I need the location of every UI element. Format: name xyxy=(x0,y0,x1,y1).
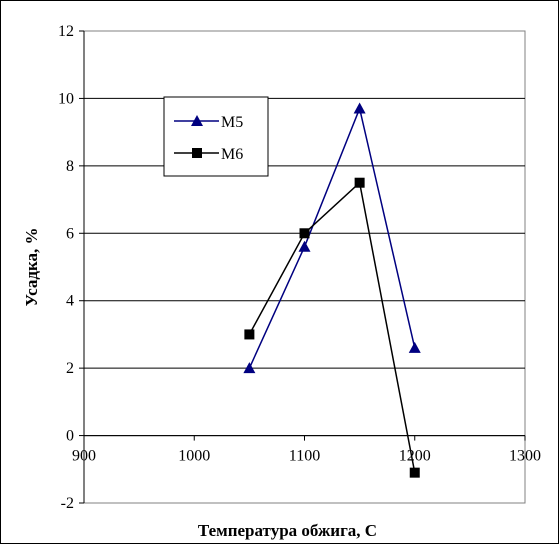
series-line xyxy=(248,106,416,369)
series-group xyxy=(243,102,421,478)
marker-square xyxy=(299,228,310,239)
x-tick-label: 900 xyxy=(72,448,96,465)
marker-triangle xyxy=(408,341,421,353)
marker-square xyxy=(244,329,255,340)
legend-box xyxy=(163,96,269,177)
y-tick-label: 8 xyxy=(66,158,74,175)
series-line xyxy=(248,181,416,473)
y-tick-label: -2 xyxy=(61,495,74,512)
marker-triangle xyxy=(353,102,366,114)
marker-triangle xyxy=(298,240,311,252)
y-tick-label: 10 xyxy=(58,90,74,107)
x-tick-labels: 900 1000 1100 1200 1300 xyxy=(72,448,541,465)
y-tick-label: 12 xyxy=(58,23,74,40)
axes xyxy=(79,30,526,504)
y-tick-label: 4 xyxy=(66,293,74,310)
y-tick-label: 2 xyxy=(66,360,74,377)
x-tick-label: 1300 xyxy=(509,448,541,465)
y-axis-title: Усадка, % xyxy=(22,227,41,306)
x-axis-title: Температура обжига, С xyxy=(198,521,377,540)
legend-label: M5 xyxy=(221,114,243,131)
x-tick-label: 1000 xyxy=(178,448,210,465)
legend-label: M6 xyxy=(221,146,243,163)
y-tick-label: 6 xyxy=(66,225,74,242)
plot-area xyxy=(83,30,526,504)
marker-square xyxy=(192,148,202,158)
x-tick-label: 1200 xyxy=(399,448,431,465)
marker-square xyxy=(409,467,420,478)
y-tick-labels: -2 0 2 4 6 8 10 12 xyxy=(58,23,74,512)
marker-square xyxy=(354,177,365,188)
marker-triangle xyxy=(191,115,203,126)
series-m5 xyxy=(243,102,421,374)
legend-entry-m6: M6 xyxy=(174,146,243,163)
series-m6 xyxy=(244,177,420,478)
marker-triangle xyxy=(243,362,256,374)
x-tick-label: 1100 xyxy=(289,448,320,465)
y-tick-label: 0 xyxy=(66,428,74,445)
legend: M5 M6 xyxy=(163,96,269,177)
legend-entry-m5: M5 xyxy=(174,114,243,131)
